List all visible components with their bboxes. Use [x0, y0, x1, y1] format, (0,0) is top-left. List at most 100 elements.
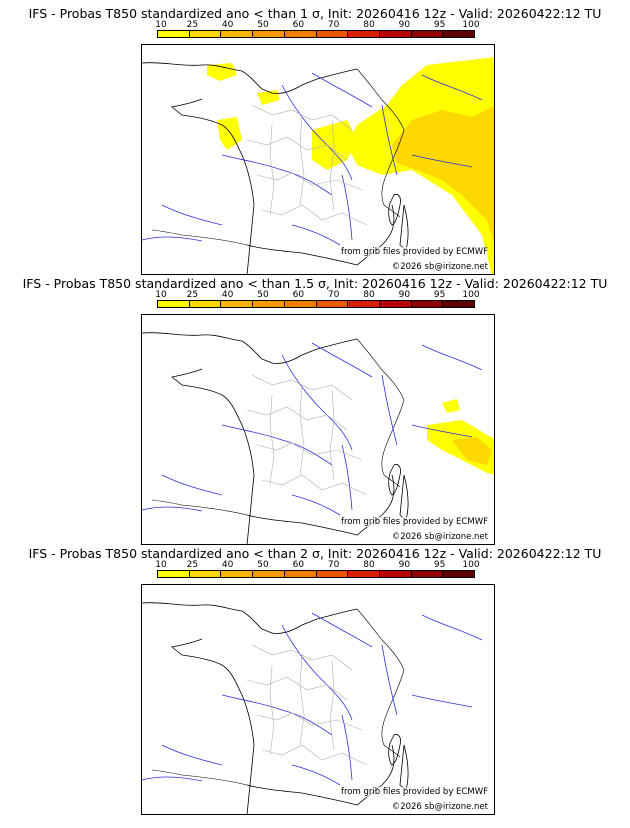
colorbar-segment [189, 31, 222, 37]
colorbar-tick-label: 90 [398, 560, 411, 570]
colorbar-ticks: 10 25 40 50 60 70 80 90 95 100 [155, 20, 479, 30]
panel-title: IFS - Probas T850 standardized ano < tha… [22, 276, 608, 291]
colorbar-segment [253, 31, 285, 37]
colorbar-segment [158, 571, 190, 577]
colorbar-segment [158, 31, 190, 37]
map-panel-2: IFS - Probas T850 standardized ano < tha… [0, 276, 630, 546]
colorbar-segment [221, 301, 254, 307]
colorbar [157, 300, 475, 308]
colorbar-tick-label: 95 [433, 20, 446, 30]
colorbar-tick-label: 25 [186, 290, 199, 300]
colorbar-segment [284, 571, 317, 577]
regional-borders [246, 644, 368, 766]
regional-borders [246, 374, 368, 496]
panel-title: IFS - Probas T850 standardized ano < tha… [28, 6, 602, 21]
colorbar-tick-label: 50 [257, 290, 269, 300]
corsica [388, 464, 401, 496]
prob-area-brittany-10 [217, 117, 242, 150]
corsica [388, 194, 401, 226]
colorbar-ticks: 10 25 40 50 60 70 80 90 95 100 [155, 290, 479, 300]
colorbar-tick-label: 100 [462, 20, 480, 30]
prob-area-alps-25 [392, 106, 494, 244]
prob-area-paris-10 [312, 120, 357, 170]
colorbar-tick-label: 60 [292, 560, 305, 570]
source-credit: from grib files provided by ECMWF [341, 247, 488, 257]
colorbar-segment [443, 301, 475, 307]
probability-map: from grib files provided by ECMWF ©2026 … [141, 584, 495, 815]
colorbar-tick-label: 10 [155, 290, 167, 300]
colorbar-segment [284, 31, 317, 37]
colorbar-segment [253, 571, 285, 577]
probability-map: from grib files provided by ECMWF ©2026 … [141, 44, 495, 275]
copyright: ©2026 sb@irizone.net [391, 262, 488, 272]
colorbar-segment [443, 31, 475, 37]
coastline [142, 602, 409, 814]
coastline [142, 62, 409, 274]
coastline [142, 332, 409, 544]
map-base [142, 62, 483, 274]
colorbar-tick-label: 90 [398, 20, 411, 30]
colorbar-segment [316, 31, 349, 37]
prob-area-alps-25 [452, 437, 492, 465]
colorbar-segment [348, 571, 380, 577]
probability-shading [427, 399, 494, 475]
colorbar-tick-label: 70 [327, 20, 340, 30]
country-borders [151, 608, 405, 786]
colorbar-tick-label: 70 [327, 290, 340, 300]
colorbar-segment [316, 571, 349, 577]
map-base [142, 602, 483, 814]
corsica [388, 734, 401, 766]
source-credit: from grib files provided by ECMWF [341, 787, 488, 797]
colorbar-tick-label: 10 [155, 20, 167, 30]
source-credit: from grib files provided by ECMWF [341, 517, 488, 527]
colorbar-segment [443, 571, 475, 577]
colorbar-segment [158, 301, 190, 307]
rivers [142, 612, 483, 786]
colorbar-segment [379, 571, 412, 577]
colorbar-segment [379, 31, 412, 37]
colorbar-tick-label: 10 [155, 560, 167, 570]
colorbar-segment [221, 31, 254, 37]
colorbar [157, 570, 475, 578]
copyright: ©2026 sb@irizone.net [391, 802, 488, 812]
colorbar-ticks: 10 25 40 50 60 70 80 90 95 100 [155, 560, 479, 570]
probability-shading [207, 57, 494, 274]
colorbar-tick-label: 100 [462, 560, 480, 570]
colorbar-tick-label: 60 [292, 290, 305, 300]
colorbar-tick-label: 95 [433, 290, 446, 300]
panel-title: IFS - Probas T850 standardized ano < tha… [28, 546, 602, 561]
colorbar-segment [189, 571, 222, 577]
colorbar-tick-label: 40 [221, 20, 234, 30]
colorbar-tick-label: 80 [363, 290, 375, 300]
prob-area-belgium-10 [207, 63, 237, 81]
prob-area-east-10 [442, 399, 460, 413]
country-borders [151, 338, 405, 516]
colorbar-tick-label: 90 [398, 290, 411, 300]
country-borders [151, 68, 405, 246]
probability-map: from grib files provided by ECMWF ©2026 … [141, 314, 495, 545]
colorbar-tick-label: 50 [257, 560, 269, 570]
colorbar-tick-label: 25 [186, 20, 199, 30]
colorbar [157, 30, 475, 38]
colorbar-segment [411, 301, 444, 307]
colorbar-segment [348, 301, 380, 307]
colorbar-tick-label: 40 [221, 560, 234, 570]
colorbar-segment [316, 301, 349, 307]
rivers [142, 72, 483, 246]
colorbar-segment [189, 301, 222, 307]
regional-borders [246, 104, 368, 226]
colorbar-segment [411, 31, 444, 37]
map-base [142, 332, 483, 544]
colorbar-tick-label: 40 [221, 290, 234, 300]
colorbar-tick-label: 70 [327, 560, 340, 570]
colorbar-tick-label: 80 [363, 20, 375, 30]
copyright: ©2026 sb@irizone.net [391, 532, 488, 542]
colorbar-tick-label: 50 [257, 20, 269, 30]
colorbar-segment [221, 571, 254, 577]
map-panel-1: IFS - Probas T850 standardized ano < tha… [0, 6, 630, 276]
colorbar-tick-label: 60 [292, 20, 305, 30]
colorbar-segment [348, 31, 380, 37]
rivers [142, 342, 483, 516]
colorbar-segment [253, 301, 285, 307]
colorbar-segment [284, 301, 317, 307]
